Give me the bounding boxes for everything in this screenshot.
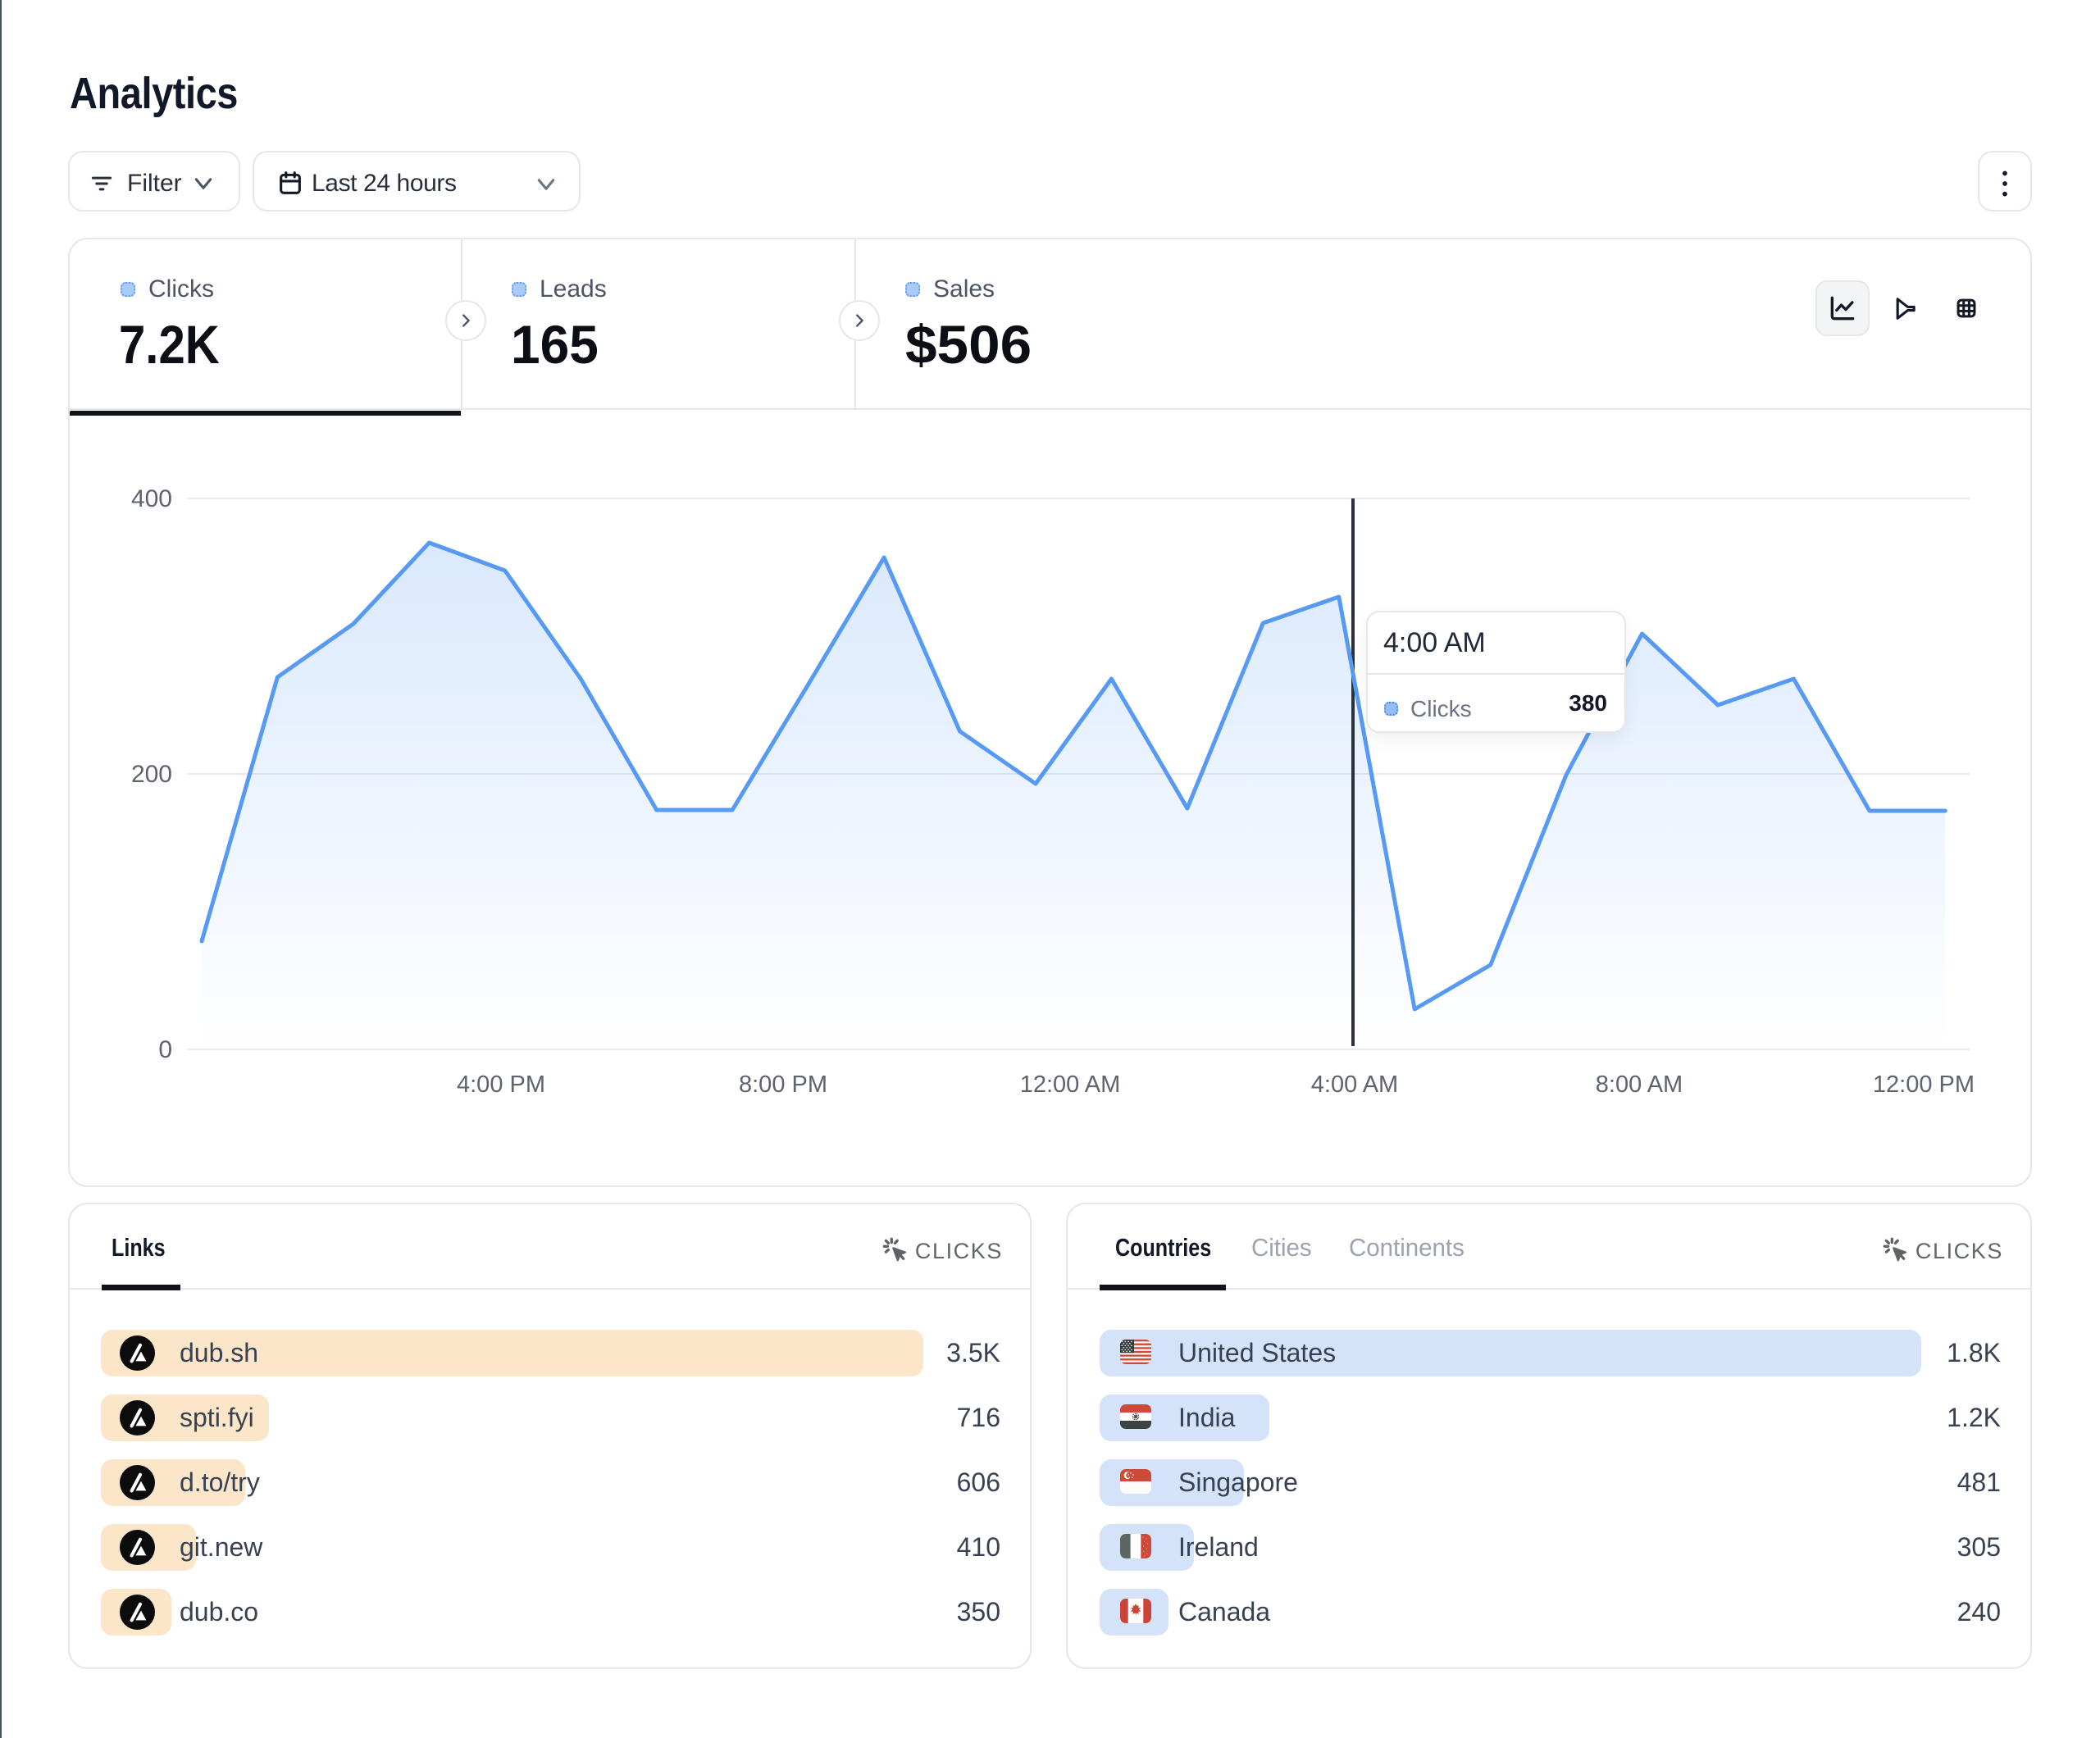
svg-text:4:00 AM: 4:00 AM: [1311, 1071, 1398, 1098]
svg-text:0: 0: [158, 1036, 172, 1063]
svg-text:200: 200: [131, 761, 172, 788]
svg-text:8:00 PM: 8:00 PM: [739, 1071, 827, 1098]
svg-text:8:00 AM: 8:00 AM: [1596, 1071, 1683, 1098]
svg-text:400: 400: [131, 485, 172, 512]
svg-text:4:00 PM: 4:00 PM: [457, 1071, 545, 1098]
svg-text:12:00 AM: 12:00 AM: [1020, 1071, 1121, 1098]
svg-text:12:00 PM: 12:00 PM: [1873, 1071, 1975, 1098]
